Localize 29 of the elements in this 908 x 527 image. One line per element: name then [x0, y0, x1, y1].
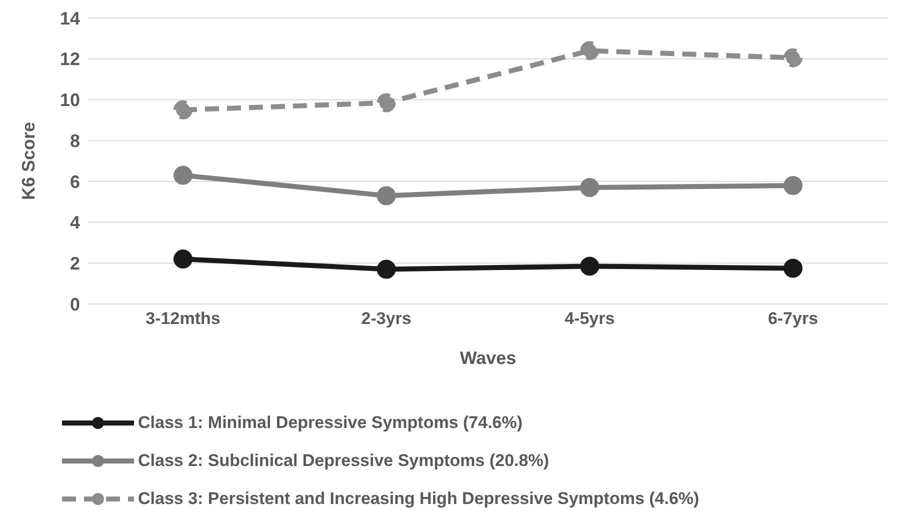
- x-axis-title: Waves: [460, 348, 516, 368]
- y-tick-label: 14: [60, 8, 80, 28]
- point: [580, 256, 600, 276]
- y-axis-title: K6 Score: [18, 122, 38, 200]
- point: [376, 186, 396, 206]
- point: [376, 93, 396, 112]
- point: [784, 176, 802, 196]
- y-tick-label: 2: [70, 254, 80, 274]
- point: [174, 100, 192, 120]
- point: [174, 250, 192, 269]
- y-tick-label: 10: [60, 90, 80, 110]
- point: [580, 41, 600, 60]
- point: [376, 260, 396, 279]
- y-tick-label: 0: [70, 294, 80, 314]
- y-tick-label: 4: [70, 212, 80, 233]
- x-tick-label: 4-5yrs: [564, 309, 615, 328]
- y-tick-label: 12: [60, 49, 80, 70]
- x-tick-label: 6-7yrs: [768, 309, 818, 328]
- legend-label: Class 2: Subclinical Depressive Symptoms (20.8%): [138, 451, 550, 471]
- x-tick-label: 2-3yrs: [361, 309, 412, 328]
- point: [784, 258, 802, 278]
- x-tick-label: 3-12mths: [146, 309, 220, 328]
- legend-label: Class 1: Minimal Depressive Symptoms (74.6%): [138, 413, 523, 433]
- point: [174, 166, 192, 185]
- point: [784, 48, 802, 68]
- legend-label: Class 3: Persistent and Increasing High Depressive Symptoms (4.6%): [138, 489, 700, 509]
- y-tick-label: 8: [70, 130, 80, 151]
- y-tick-label: 6: [70, 172, 80, 192]
- point: [580, 178, 600, 198]
